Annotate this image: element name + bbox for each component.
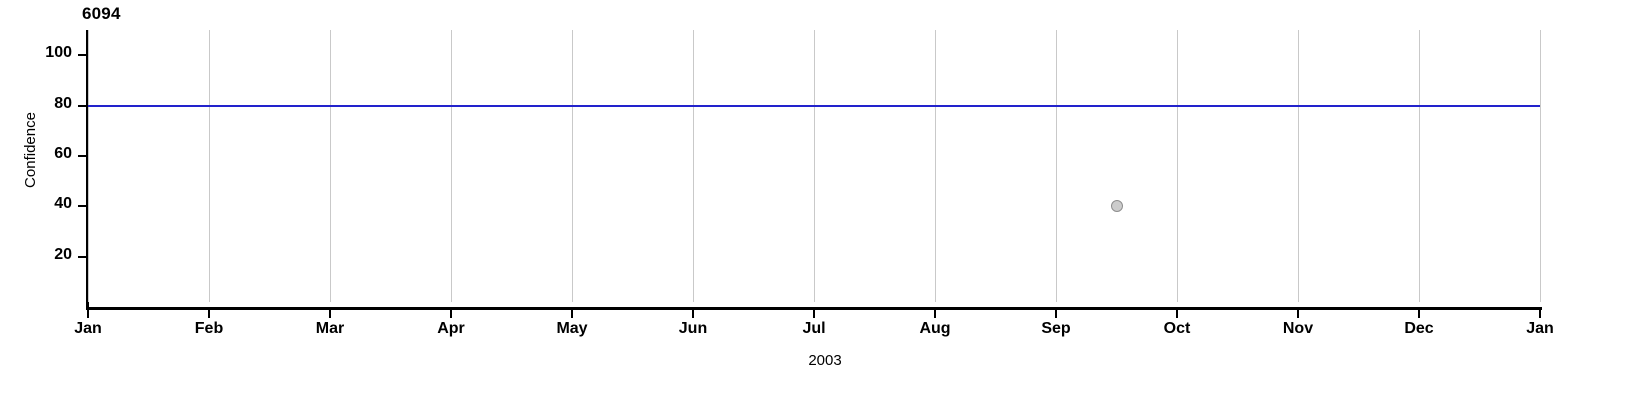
x-tick-label: Dec (1404, 320, 1434, 337)
x-tick-mark (87, 309, 89, 318)
x-tick-label: Feb (194, 320, 224, 337)
gridline (1298, 30, 1299, 302)
x-tick-label: May (556, 320, 588, 337)
x-tick-mark (1539, 309, 1541, 318)
x-tick-mark (1418, 309, 1420, 318)
x-tick-label: Jun (678, 320, 708, 337)
y-tick-mark (78, 205, 86, 208)
gridline (1540, 30, 1541, 302)
data-point[interactable] (1110, 200, 1123, 213)
x-tick-label: Mar (315, 320, 345, 337)
chart-title: 6094 (82, 4, 121, 23)
x-tick-label: Jul (802, 320, 826, 337)
x-tick-mark (692, 309, 694, 318)
y-axis-line (86, 30, 89, 310)
x-tick-label: Oct (1163, 320, 1191, 337)
x-tick-label: Apr (437, 320, 465, 337)
x-axis-label: 2003 (808, 352, 842, 369)
y-tick-label: 60 (54, 144, 72, 162)
x-tick-mark (208, 309, 210, 318)
gridline (209, 30, 210, 302)
gridline (451, 30, 452, 302)
x-tick-mark (1055, 309, 1057, 318)
gridline (693, 30, 694, 302)
gridline (1056, 30, 1057, 302)
gridline (1419, 30, 1420, 302)
x-tick-label: Nov (1282, 320, 1314, 337)
gridline (1177, 30, 1178, 302)
y-tick-mark (78, 154, 86, 157)
y-tick-mark (78, 104, 86, 107)
x-tick-label: Sep (1041, 320, 1071, 337)
x-axis-line (86, 307, 1542, 310)
gridline (572, 30, 573, 302)
x-tick-label: Jan (74, 320, 102, 337)
x-tick-mark (450, 309, 452, 318)
y-tick-label: 40 (54, 195, 72, 213)
y-tick-mark (78, 54, 86, 57)
x-tick-mark (571, 309, 573, 318)
x-tick-mark (1176, 309, 1178, 318)
x-tick-label: Jan (1526, 320, 1554, 337)
gridline (88, 30, 89, 302)
y-tick-label: 100 (45, 44, 72, 62)
x-tick-mark (1297, 309, 1299, 318)
x-tick-label: Aug (919, 320, 951, 337)
x-tick-mark (329, 309, 331, 318)
y-tick-label: 20 (54, 245, 72, 263)
x-tick-mark (934, 309, 936, 318)
x-tick-mark (813, 309, 815, 318)
y-tick-mark (78, 255, 86, 258)
gridline (935, 30, 936, 302)
gridline (814, 30, 815, 302)
gridline (330, 30, 331, 302)
series-line-confidence-threshold (88, 104, 1540, 107)
y-tick-label: 80 (54, 94, 72, 112)
